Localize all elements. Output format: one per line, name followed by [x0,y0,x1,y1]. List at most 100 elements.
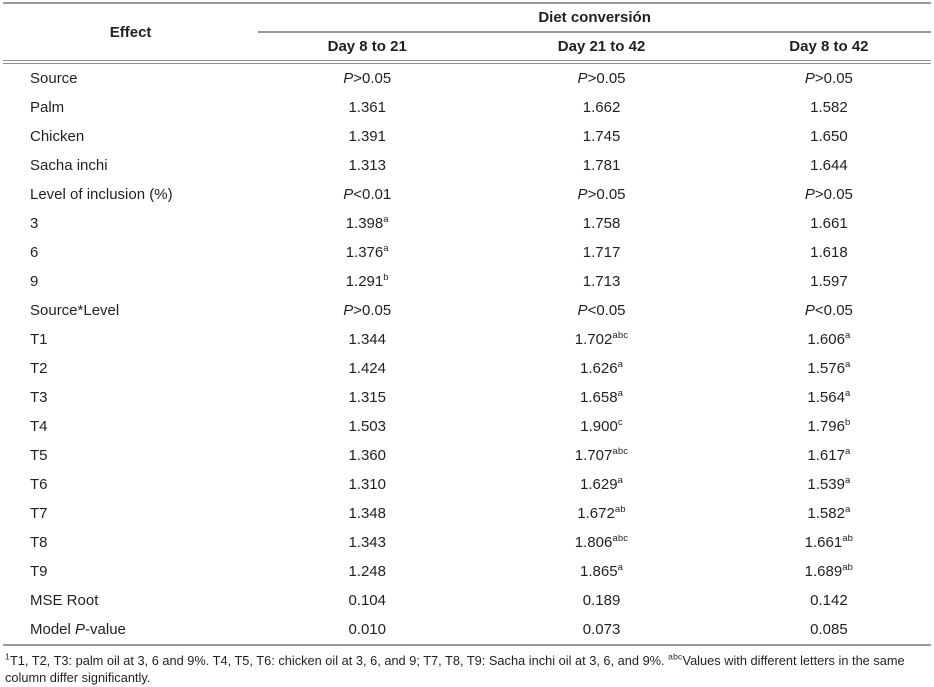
value-cell: 0.010 [348,621,386,638]
value-cell: 1.360 [348,447,386,464]
value-cell: 1.689ab [804,562,854,580]
value-cell: P>0.05 [343,302,392,319]
value-cell: 1.503 [348,418,386,435]
value-cell: 1.582 [810,99,848,116]
table-row: MSE Root 0.104 0.189 0.142 [3,586,931,615]
effect-cell: 3 [30,215,39,232]
effect-cell: T8 [30,534,48,551]
value-cell: P>0.05 [804,186,853,203]
value-cell: 1.424 [348,360,386,377]
diet-conversion-group-header: Diet conversión [258,3,931,33]
value-cell: 1.361 [348,99,386,116]
effect-cell: T2 [30,360,48,377]
table-row: T6 1.310 1.629a 1.539a [3,470,931,499]
value-cell: 0.104 [348,592,386,609]
table-row: T7 1.348 1.672ab 1.582a [3,499,931,528]
value-cell: 1.662 [582,99,621,116]
effect-cell: 6 [30,244,39,261]
value-cell: 1.539a [807,475,851,493]
effect-cell: Chicken [30,128,85,145]
value-cell: P>0.05 [343,70,392,87]
value-cell: 1.617a [807,446,851,464]
table-row: T1 1.344 1.702abc 1.606a [3,325,931,354]
value-cell: 1.343 [348,534,386,551]
value-cell: 1.650 [810,128,848,145]
header-columns-row: Day 8 to 21 Day 21 to 42 Day 8 to 42 [3,32,931,64]
effect-cell: T1 [30,331,48,348]
value-cell: 1.348 [348,505,386,522]
value-cell: 1.315 [348,389,386,406]
value-cell: 1.313 [348,157,386,174]
table-row: 9 1.291b 1.713 1.597 [3,267,931,296]
effect-cell: Sacha inchi [30,157,108,174]
value-cell: 0.073 [582,621,621,638]
value-cell: 1.702abc [574,330,629,348]
value-cell: 1.248 [348,563,386,580]
effect-cell: T6 [30,476,48,493]
effect-cell: Level of inclusion (%) [30,186,173,203]
value-cell: 1.661ab [804,533,854,551]
value-cell: 1.781 [582,157,621,174]
value-cell: 1.745 [582,128,621,145]
effect-cell: T4 [30,418,48,435]
value-cell: P<0.05 [804,302,853,319]
value-cell: 1.576a [807,359,851,377]
table-row: T2 1.424 1.626a 1.576a [3,354,931,383]
table-body: Source P>0.05 P>0.05 P>0.05 Palm 1.361 1.662 1.… [3,62,931,645]
column-header-day-8-to-21: Day 8 to 21 [258,32,477,64]
effect-cell: MSE Root [30,592,99,609]
value-cell: 1.672ab [577,504,626,522]
effect-cell: Source [30,70,78,87]
effect-cell: Model P-value [30,621,126,638]
value-cell: 1.900c [580,417,623,435]
value-cell: P>0.05 [577,70,626,87]
footnote-superscript-1: 1 [5,651,10,662]
effect-cell: 9 [30,273,39,290]
table-row: Sacha inchi 1.313 1.781 1.644 [3,151,931,180]
value-cell: 1.564a [807,388,851,406]
effect-cell: T3 [30,389,48,406]
table-row: Chicken 1.391 1.745 1.650 [3,122,931,151]
value-cell: 1.376a [345,243,389,261]
value-cell: 1.597 [810,273,848,290]
value-cell: 0.085 [810,621,848,638]
value-cell: P<0.01 [343,186,392,203]
table-row: T4 1.503 1.900c 1.796b [3,412,931,441]
value-cell: 1.626a [580,359,624,377]
value-cell: P>0.05 [804,70,853,87]
table-row: Model P-value 0.010 0.073 0.085 [3,615,931,645]
header-group-row: Effect Diet conversión [3,3,931,64]
value-cell: 1.758 [582,215,621,232]
effect-cell: T9 [30,563,48,580]
table-row: 3 1.398a 1.758 1.661 [3,209,931,238]
column-header-day-21-to-42: Day 21 to 42 [476,32,727,64]
effect-cell: Palm [30,99,65,116]
value-cell: 1.310 [348,476,386,493]
table-header: Effect Diet conversión Day 8 to 21 Day 2… [3,3,931,64]
effect-cell: Source*Level [30,302,120,319]
value-cell: 1.717 [582,244,621,261]
value-cell: 1.658a [580,388,624,406]
value-cell: 1.344 [348,331,386,348]
footnote-superscript-abc: abc [668,651,683,662]
value-cell: 1.865a [580,562,624,580]
effect-cell: T7 [30,505,48,522]
value-cell: P>0.05 [577,186,626,203]
table-row: Palm 1.361 1.662 1.582 [3,93,931,122]
footnote: 1T1, T2, T3: palm oil at 3, 6 and 9%. T4… [3,646,931,686]
value-cell: 1.796b [807,417,851,435]
value-cell: 1.582a [807,504,851,522]
value-cell: 1.707abc [574,446,629,464]
table-row: Level of inclusion (%) P<0.01 P>0.05 P>0.05 [3,180,931,209]
table-row: T5 1.360 1.707abc 1.617a [3,441,931,470]
value-cell: 0.142 [810,592,848,609]
table-row: T8 1.343 1.806abc 1.661ab [3,528,931,557]
table-row: T9 1.248 1.865a 1.689ab [3,557,931,586]
value-cell: 0.189 [582,592,621,609]
column-header-day-8-to-42: Day 8 to 42 [726,32,931,64]
value-cell: 1.713 [582,273,621,290]
value-cell: 1.618 [810,244,848,261]
value-cell: 1.629a [580,475,624,493]
table-row: Source P>0.05 P>0.05 P>0.05 [3,62,931,93]
